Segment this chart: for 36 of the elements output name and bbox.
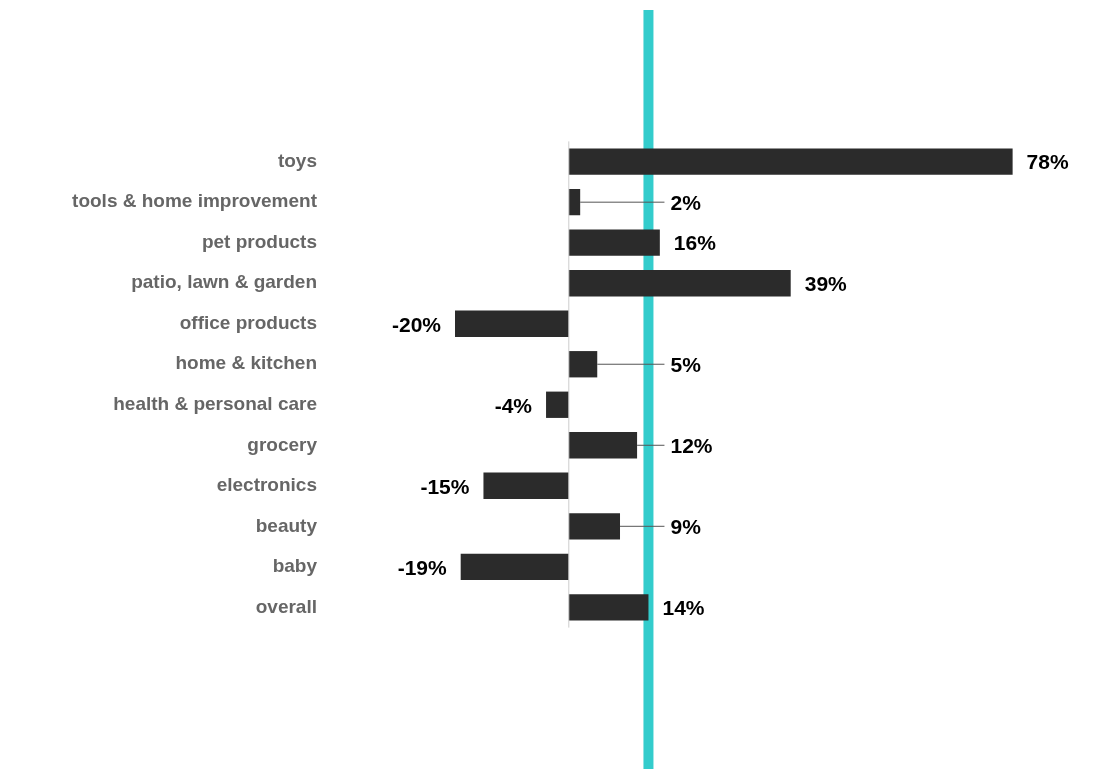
data-label: 14%	[662, 596, 705, 620]
bar	[568, 148, 1013, 175]
y-tick-label: tools & home improvement	[72, 190, 318, 212]
bar	[455, 310, 569, 337]
y-tick-label: home & kitchen	[175, 352, 317, 374]
y-tick-label: pet products	[201, 230, 317, 252]
y-tick-label: health & personal care	[113, 392, 317, 414]
data-label: 5%	[670, 353, 702, 377]
bar	[568, 513, 621, 540]
y-tick-label: beauty	[255, 514, 318, 536]
bar	[568, 189, 581, 216]
data-label: 2%	[670, 190, 702, 214]
bar	[483, 472, 569, 499]
bar	[546, 391, 569, 418]
data-label: 12%	[670, 434, 713, 458]
bar	[460, 553, 569, 580]
data-label: 78%	[1026, 150, 1069, 174]
y-tick-label: office products	[179, 311, 317, 333]
y-tick-label: grocery	[247, 433, 318, 455]
bar	[568, 432, 638, 459]
data-label: -20%	[391, 312, 442, 336]
data-label: -19%	[397, 555, 448, 579]
bar	[568, 594, 649, 621]
data-label: 9%	[670, 515, 702, 539]
y-tick-label: toys	[277, 149, 317, 171]
bar	[568, 229, 660, 256]
bar	[568, 351, 598, 378]
y-tick-label: electronics	[216, 474, 317, 496]
data-label: 16%	[673, 231, 717, 255]
y-tick-label: patio, lawn & garden	[131, 271, 317, 293]
bar	[568, 270, 791, 297]
y-tick-label: baby	[272, 555, 318, 577]
data-label: -4%	[494, 393, 533, 417]
data-label: -15%	[420, 474, 470, 498]
y-tick-label: overall	[255, 595, 317, 617]
data-label: 39%	[804, 272, 848, 296]
